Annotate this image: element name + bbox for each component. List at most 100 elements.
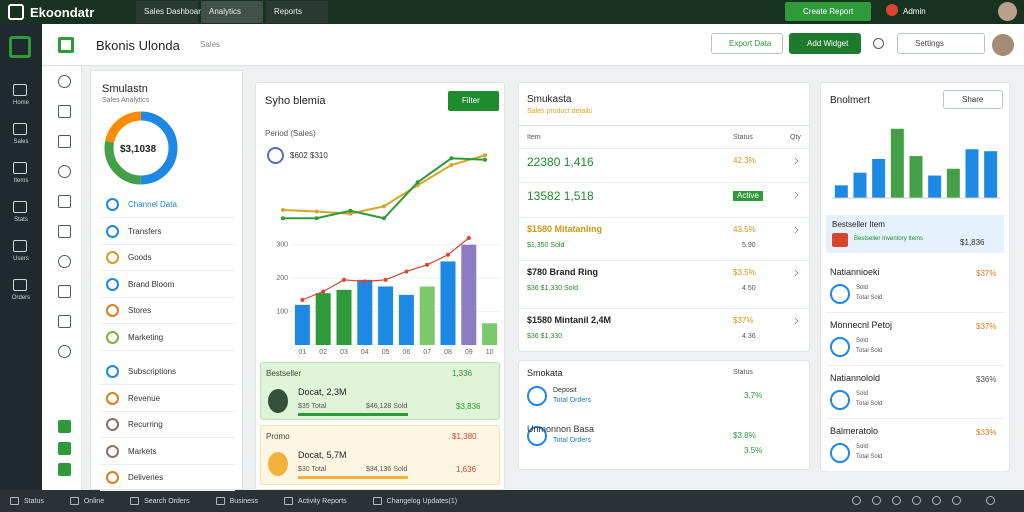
- menu-divider: [100, 437, 235, 438]
- side-icon[interactable]: [13, 123, 27, 135]
- menu-icon[interactable]: [106, 391, 119, 405]
- row-divider: [518, 182, 810, 183]
- rail-icon[interactable]: [58, 165, 71, 178]
- rail-icon[interactable]: [58, 255, 71, 268]
- header-button-label[interactable]: Add Widget: [807, 39, 849, 48]
- tab-label[interactable]: Analytics: [209, 7, 242, 16]
- header-button[interactable]: [897, 33, 985, 54]
- menu-icon[interactable]: [106, 224, 119, 238]
- status-item[interactable]: Business: [229, 498, 259, 505]
- tab[interactable]: [201, 1, 263, 23]
- logo-icon: [8, 4, 24, 20]
- menu-label[interactable]: Goods: [128, 253, 152, 262]
- tab[interactable]: [136, 1, 198, 23]
- card-label: Bestseller: [266, 369, 302, 378]
- menu-divider: [100, 270, 235, 271]
- row-sub2: 4.36: [742, 333, 756, 340]
- tab[interactable]: [266, 1, 328, 23]
- item-sub: Sold: [856, 391, 869, 397]
- menu-icon[interactable]: [106, 444, 119, 458]
- rail-icon[interactable]: [58, 195, 71, 208]
- menu-icon[interactable]: [106, 304, 119, 317]
- side-icon[interactable]: [13, 84, 27, 96]
- rail-icon[interactable]: [58, 442, 71, 455]
- rail-icon[interactable]: [58, 315, 71, 328]
- tab-label[interactable]: Sales Dashboard: [144, 7, 206, 16]
- row-divider: [518, 148, 810, 149]
- item-divider: [826, 471, 1004, 472]
- menu-icon[interactable]: [106, 365, 119, 378]
- filter-button[interactable]: [448, 91, 499, 111]
- status-icon: [952, 496, 961, 505]
- row-main: $780 Brand Ring: [527, 267, 599, 277]
- item-value: $37%: [976, 322, 997, 331]
- header-button[interactable]: [711, 33, 783, 54]
- menu-icon[interactable]: [106, 277, 119, 291]
- rail-icon[interactable]: [58, 75, 71, 88]
- side-icon[interactable]: [13, 240, 27, 252]
- menu-label[interactable]: Brand Bloom: [128, 279, 175, 289]
- card-amount: $3,836: [456, 402, 481, 411]
- status-item[interactable]: Status: [24, 498, 44, 505]
- create-label[interactable]: Create Report: [803, 7, 854, 16]
- rail-icon[interactable]: [58, 463, 71, 476]
- status-icon: [215, 497, 225, 505]
- side-icon[interactable]: [13, 201, 27, 213]
- menu-icon[interactable]: [106, 418, 119, 431]
- header-button-label[interactable]: Settings: [915, 39, 944, 48]
- table-subtitle: Sales product details: [527, 108, 592, 115]
- status-item[interactable]: Search Orders: [144, 498, 190, 505]
- menu-label[interactable]: Subscriptions: [128, 367, 177, 376]
- row-value: $37%: [733, 316, 754, 325]
- share-button[interactable]: [943, 90, 1003, 109]
- status-item[interactable]: Online: [83, 498, 105, 505]
- menu-label[interactable]: Recurring: [128, 420, 163, 429]
- card-value: $1,380: [452, 432, 477, 441]
- item-icon: [830, 337, 850, 357]
- menu-label[interactable]: Markets: [128, 446, 157, 456]
- status-item[interactable]: Changelog Updates(1): [386, 498, 458, 505]
- status-icon: [284, 497, 294, 505]
- status-icon: [69, 497, 79, 505]
- avatar: [998, 2, 1017, 21]
- side-icon[interactable]: [13, 279, 27, 291]
- rail-icon[interactable]: [58, 225, 71, 238]
- menu-divider: [100, 410, 235, 412]
- highlight-value: $1,836: [960, 238, 985, 247]
- menu-label[interactable]: Stores: [128, 306, 152, 315]
- header-button-label[interactable]: Export Data: [729, 39, 772, 48]
- status-item[interactable]: Activity Reports: [298, 498, 347, 505]
- share-label[interactable]: Share: [962, 95, 984, 104]
- menu-icon[interactable]: [106, 471, 119, 484]
- row-value: Active: [733, 191, 763, 201]
- row-main: $1580 Mintanil 2,4M: [527, 315, 612, 325]
- filter-label[interactable]: Filter: [462, 96, 480, 105]
- rail-icon[interactable]: [58, 420, 71, 433]
- rail-icon[interactable]: [58, 345, 71, 358]
- menu-label[interactable]: Marketing: [128, 332, 164, 342]
- menu-divider: [100, 217, 235, 218]
- stock-column: Status: [733, 369, 753, 376]
- rail-icon[interactable]: [58, 105, 71, 118]
- menu-label[interactable]: Channel Data: [128, 200, 177, 209]
- highlight-card: [826, 215, 1004, 253]
- menu-label[interactable]: Transfers: [128, 226, 162, 236]
- stock-row-value: 3.7%: [744, 391, 763, 400]
- create-button[interactable]: [785, 2, 871, 21]
- rail-icon[interactable]: [58, 135, 71, 148]
- side-icon[interactable]: [13, 162, 27, 174]
- card-progress: [298, 413, 408, 416]
- menu-label[interactable]: Deliveries: [128, 473, 164, 482]
- product-card: [260, 362, 500, 420]
- tab-label[interactable]: Reports: [274, 7, 303, 16]
- menu-icon[interactable]: [106, 198, 119, 211]
- menu-label[interactable]: Revenue: [128, 393, 161, 403]
- column-header: Status: [733, 134, 753, 141]
- status-icon: [372, 497, 382, 505]
- rail-icon[interactable]: [58, 285, 71, 298]
- item-value: $37%: [976, 269, 997, 278]
- header-button[interactable]: [789, 33, 861, 54]
- menu-icon[interactable]: [106, 251, 119, 264]
- menu-icon[interactable]: [106, 330, 119, 344]
- card-value: 1,336: [452, 369, 473, 378]
